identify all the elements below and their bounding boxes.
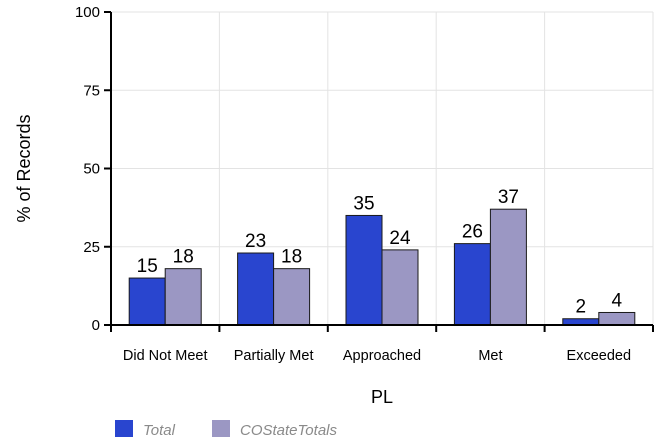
data-label: 18 — [173, 247, 194, 268]
data-label: 26 — [462, 222, 483, 243]
legend-swatch-costatetotals — [212, 420, 230, 437]
bar-costatetotals — [489, 208, 527, 326]
bar-costatetotals — [273, 268, 311, 326]
bar-total — [345, 214, 383, 326]
x-axis-title: PL — [371, 387, 393, 407]
data-label: 37 — [498, 187, 519, 208]
y-tick-label: 100 — [75, 4, 100, 21]
y-tick-label: 25 — [83, 239, 100, 256]
data-label: 4 — [612, 290, 623, 311]
bar-costatetotals — [381, 249, 419, 326]
y-tick-label: 75 — [83, 82, 100, 99]
data-label: 18 — [281, 247, 302, 268]
legend: Total COStateTotals — [115, 420, 337, 439]
x-tick-label: Partially Met — [234, 348, 314, 364]
legend-label: Total — [143, 422, 176, 439]
x-tick-label: Met — [478, 348, 502, 364]
bar-total — [237, 252, 275, 326]
y-axis-ticks: 0 25 50 75 100 — [75, 4, 111, 334]
legend-swatch-total — [115, 420, 133, 437]
x-tick-label: Approached — [343, 348, 421, 364]
bars — [128, 208, 636, 326]
data-label: 23 — [245, 231, 266, 252]
y-tick-label: 50 — [83, 161, 100, 178]
legend-label: COStateTotals — [240, 422, 337, 439]
grid-lines — [111, 11, 654, 326]
x-tick-label: Did Not Meet — [123, 348, 208, 364]
data-label: 15 — [137, 256, 158, 277]
data-label: 2 — [576, 297, 587, 318]
bar-costatetotals — [598, 311, 636, 326]
bar-costatetotals — [164, 268, 202, 326]
data-label: 35 — [353, 193, 374, 214]
x-axis-ticks: Did Not Meet Partially Met Approached Met Ex… — [110, 325, 654, 364]
bar-total — [128, 277, 166, 326]
x-tick-label: Exceeded — [567, 348, 632, 364]
bar-total — [453, 243, 491, 326]
data-label: 24 — [389, 228, 411, 249]
y-axis-title: % of Records — [14, 114, 34, 222]
y-tick-label: 0 — [92, 317, 100, 334]
